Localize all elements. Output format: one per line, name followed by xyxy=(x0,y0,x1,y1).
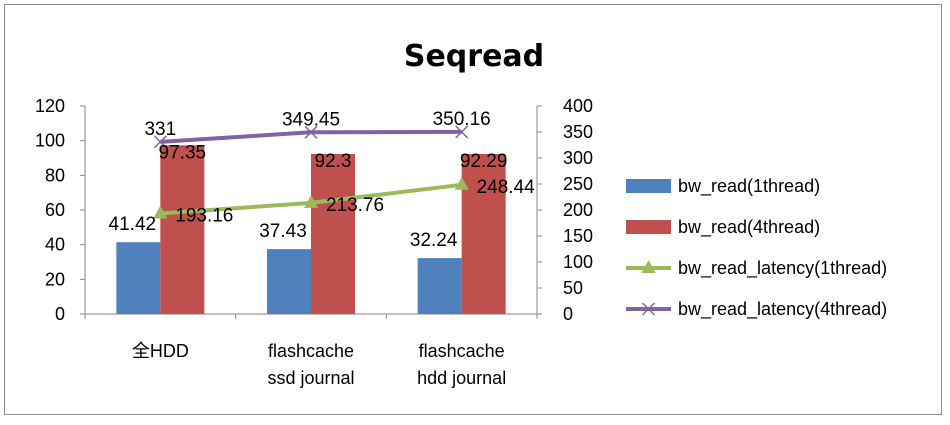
legend-marker xyxy=(641,302,656,316)
y-tick-label: 0 xyxy=(55,304,65,324)
line-bw_read_latency(4thread) xyxy=(160,129,462,144)
y2-tick-label: 150 xyxy=(563,226,593,246)
data-label: 32.24 xyxy=(410,230,458,251)
y-tick-label: 80 xyxy=(45,165,65,185)
y-tick-label: 20 xyxy=(45,269,65,289)
legend-label: bw_read(4thread) xyxy=(678,217,820,238)
chart-title: Seqread xyxy=(404,39,544,74)
legend-label: bw_read_latency(4thread) xyxy=(678,299,887,320)
y-tick-label: 100 xyxy=(35,131,65,151)
data-label: 350.16 xyxy=(433,109,491,130)
data-label: 213.76 xyxy=(326,195,384,216)
bar-bw_read(1thread) xyxy=(417,258,462,314)
data-label: 193.16 xyxy=(175,206,233,227)
legend-label: bw_read_latency(1thread) xyxy=(678,258,887,279)
y-tick-label: 40 xyxy=(45,235,65,255)
y2-tick-label: 250 xyxy=(563,174,593,194)
legend-swatch xyxy=(626,220,671,234)
y2-tick-label: 100 xyxy=(563,252,593,272)
x-tick-label: flashcache ssd journal xyxy=(267,341,354,388)
y2-tick-label: 0 xyxy=(563,304,573,324)
data-label: 349.45 xyxy=(282,109,340,130)
legend-swatch xyxy=(626,179,671,193)
bar-bw_read(4thread) xyxy=(461,154,506,314)
data-label: 37.43 xyxy=(259,221,307,242)
legend-label: bw_read(1thread) xyxy=(678,176,820,197)
data-label: 248.44 xyxy=(477,177,536,198)
point-marker xyxy=(455,125,469,139)
x-tick-label: 全HDD xyxy=(132,341,189,361)
y2-tick-label: 200 xyxy=(563,200,593,220)
point-marker xyxy=(454,176,469,190)
point-marker xyxy=(153,135,167,149)
bar-bw_read(1thread) xyxy=(116,242,161,314)
y2-tick-label: 50 xyxy=(563,278,583,298)
point-marker xyxy=(304,194,318,208)
y-tick-label: 60 xyxy=(45,200,65,220)
y2-tick-label: 350 xyxy=(563,122,593,142)
data-label: 41.42 xyxy=(109,214,157,235)
data-label: 92.29 xyxy=(460,151,508,172)
data-label: 331 xyxy=(144,119,176,140)
data-label: 97.35 xyxy=(159,142,207,163)
y2-tick-label: 400 xyxy=(563,96,593,116)
bar-bw_read(4thread) xyxy=(311,154,355,314)
bar-bw_read(4thread) xyxy=(160,145,205,314)
legend-marker xyxy=(641,260,656,273)
point-marker xyxy=(153,205,168,219)
y-tick-label: 120 xyxy=(35,96,65,116)
bar-bw_read(1thread) xyxy=(267,249,311,314)
data-label: 92.3 xyxy=(315,151,352,172)
y2-tick-label: 300 xyxy=(563,148,593,168)
x-tick-label: flashcache hdd journal xyxy=(417,341,506,388)
point-marker xyxy=(304,125,318,139)
